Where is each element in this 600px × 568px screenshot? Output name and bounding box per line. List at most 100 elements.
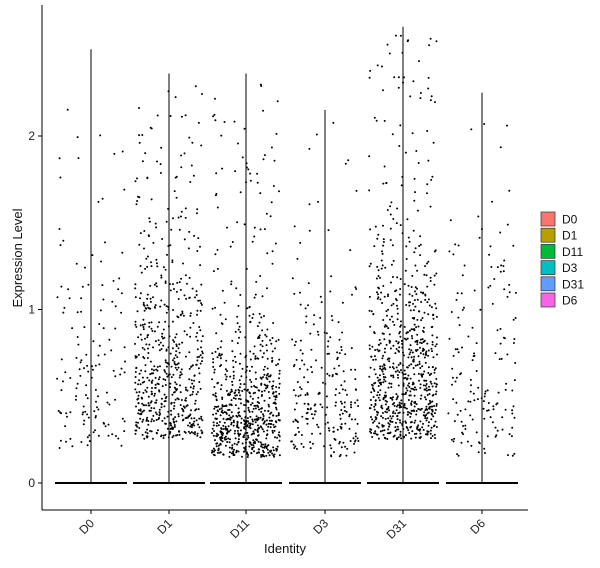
point-D11 — [212, 413, 215, 416]
point-D31 — [384, 417, 387, 420]
point-D1 — [139, 265, 142, 267]
point-D31 — [407, 284, 410, 287]
point-D3 — [316, 423, 319, 426]
point-D3 — [334, 394, 337, 396]
point-D11 — [266, 384, 269, 387]
point-D11 — [269, 412, 272, 415]
point-D31 — [389, 415, 392, 418]
point-D11 — [239, 433, 242, 436]
point-D11 — [237, 440, 240, 443]
point-D31 — [380, 415, 383, 418]
point-D11 — [262, 443, 264, 446]
point-D3 — [319, 295, 322, 298]
point-D11 — [256, 181, 259, 184]
point-D11 — [271, 250, 274, 253]
point-D3 — [309, 332, 312, 335]
point-D1 — [158, 349, 161, 352]
point-D0 — [94, 416, 97, 419]
point-D31 — [374, 399, 377, 402]
point-D31 — [380, 267, 383, 270]
point-D31 — [393, 402, 395, 404]
point-D11 — [237, 407, 240, 410]
point-D6 — [506, 295, 509, 298]
point-D11 — [221, 409, 224, 412]
point-D31 — [385, 181, 388, 184]
point-D31 — [419, 346, 421, 349]
point-D31 — [402, 351, 404, 354]
point-D11 — [248, 305, 251, 308]
point-D0 — [86, 413, 89, 416]
point-D11 — [236, 429, 239, 432]
point-D11 — [245, 354, 248, 357]
point-D31 — [378, 393, 381, 396]
point-D31 — [373, 116, 376, 119]
point-D31 — [430, 347, 433, 350]
point-D6 — [478, 441, 480, 444]
point-D0 — [111, 300, 114, 303]
point-D31 — [406, 366, 408, 369]
point-D11 — [233, 432, 236, 435]
point-D31 — [379, 430, 382, 433]
point-D3 — [330, 275, 333, 278]
point-D31 — [430, 418, 433, 421]
point-D1 — [167, 207, 170, 210]
point-D31 — [420, 291, 423, 294]
point-D11 — [224, 318, 227, 321]
point-D31 — [398, 371, 401, 374]
point-D31 — [396, 307, 399, 310]
point-D11 — [234, 397, 237, 400]
point-D0 — [114, 305, 117, 308]
point-D31 — [431, 410, 434, 413]
point-D0 — [76, 136, 79, 139]
point-D11 — [246, 307, 249, 310]
point-D31 — [414, 386, 416, 389]
point-D3 — [307, 282, 310, 285]
point-D11 — [240, 417, 243, 420]
point-D31 — [395, 366, 398, 369]
point-D1 — [179, 384, 181, 387]
point-D31 — [399, 124, 402, 127]
point-D31 — [368, 344, 371, 347]
point-D1 — [191, 287, 194, 290]
point-D11 — [211, 432, 213, 434]
point-D0 — [99, 134, 102, 137]
point-D11 — [270, 342, 273, 345]
point-D31 — [385, 310, 388, 313]
point-D31 — [386, 400, 388, 403]
point-D3 — [295, 448, 298, 450]
point-D11 — [267, 375, 270, 378]
point-D11 — [229, 375, 232, 378]
point-D1 — [180, 373, 183, 376]
point-D31 — [419, 341, 422, 344]
point-D11 — [278, 369, 281, 372]
point-D3 — [319, 403, 322, 406]
point-D31 — [397, 349, 400, 352]
point-D31 — [402, 411, 405, 414]
point-D31 — [409, 390, 412, 393]
point-D3 — [294, 394, 297, 397]
point-D31 — [400, 437, 403, 440]
point-D6 — [511, 409, 514, 412]
point-D1 — [150, 127, 153, 130]
point-D3 — [299, 241, 302, 244]
point-D31 — [414, 402, 416, 404]
point-D11 — [214, 394, 217, 397]
point-D31 — [434, 408, 437, 411]
point-D31 — [414, 419, 417, 422]
point-D11 — [236, 423, 239, 425]
point-D3 — [314, 410, 317, 413]
point-D11 — [249, 422, 252, 425]
point-D31 — [405, 258, 408, 260]
point-D31 — [426, 262, 428, 265]
point-D31 — [371, 383, 373, 386]
point-D31 — [374, 404, 377, 406]
legend-swatch-D0 — [540, 211, 556, 227]
point-D11 — [266, 328, 269, 331]
point-D11 — [226, 441, 229, 443]
point-D11 — [238, 336, 240, 339]
point-D1 — [135, 366, 138, 369]
point-D11 — [261, 345, 264, 348]
point-D1 — [198, 417, 201, 420]
point-D6 — [500, 357, 503, 360]
point-D1 — [180, 154, 183, 157]
